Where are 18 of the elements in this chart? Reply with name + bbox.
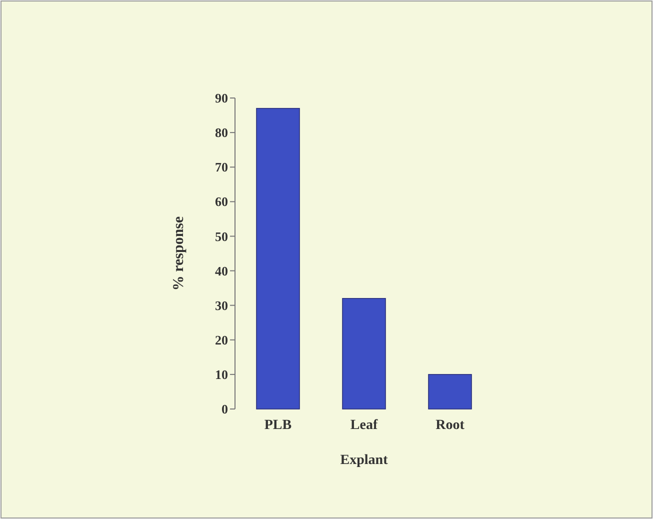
- bar: [256, 108, 300, 410]
- x-tick-label: Leaf: [350, 418, 378, 433]
- y-tick-label: 30: [215, 298, 228, 313]
- y-tick-label: 90: [215, 90, 228, 106]
- y-tick-label: 20: [215, 332, 228, 348]
- y-tick-label: 60: [215, 194, 228, 210]
- y-tick-label: 80: [215, 125, 228, 140]
- y-tick-label: 70: [215, 160, 228, 175]
- y-tick-label: 0: [222, 402, 228, 417]
- y-tick-label: 10: [215, 366, 228, 382]
- y-tick-label: 40: [215, 263, 228, 278]
- bar: [342, 298, 386, 410]
- x-axis-title: Explant: [340, 453, 388, 468]
- y-tick-label: 50: [215, 228, 228, 244]
- y-axis-title: % response: [171, 216, 187, 291]
- bar: [428, 374, 472, 410]
- x-tick-label: Root: [436, 418, 465, 433]
- x-tick-label: PLB: [264, 418, 292, 433]
